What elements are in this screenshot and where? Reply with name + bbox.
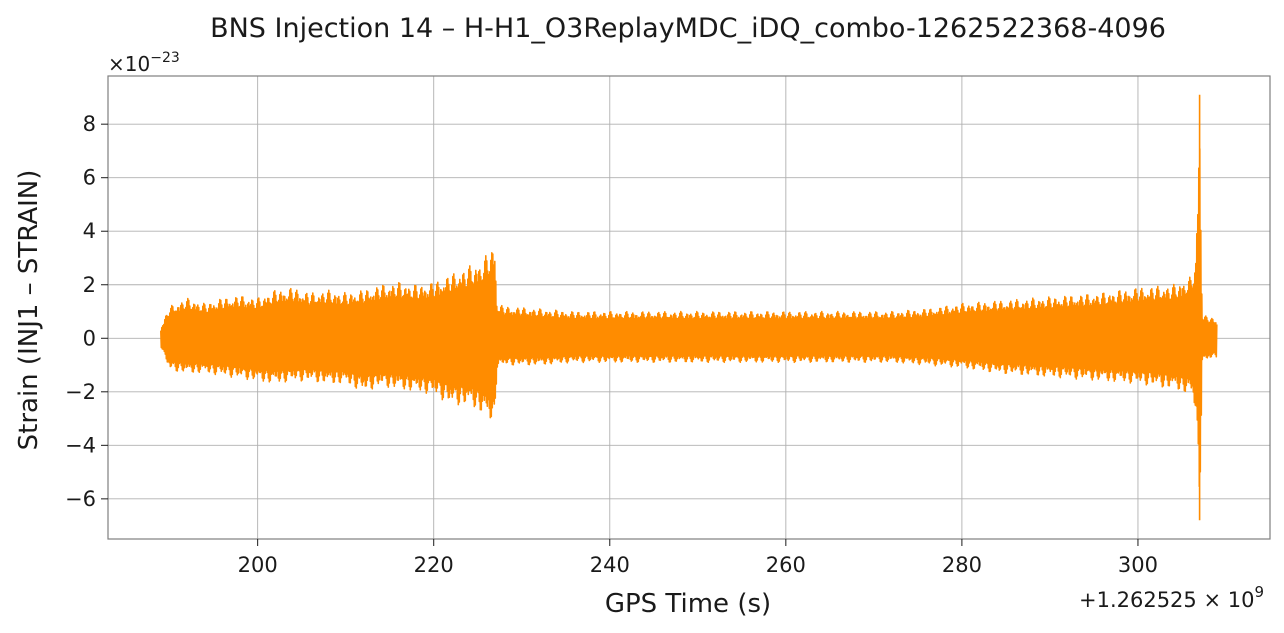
y-multiplier-base: ×10 [108, 52, 150, 76]
y-tick-label: −2 [65, 380, 96, 404]
chart-title: BNS Injection 14 – H-H1_O3ReplayMDC_iDQ_… [210, 13, 1166, 44]
series-layer [160, 94, 1218, 521]
x-tick-label: 280 [942, 553, 982, 577]
x-offset: +1.262525 × 109 [1079, 583, 1264, 612]
x-tick-label: 300 [1118, 553, 1158, 577]
y-tick-label: 4 [83, 219, 96, 243]
x-offset-exponent: 9 [1254, 583, 1264, 601]
plot-frame [107, 75, 1271, 540]
y-multiplier: ×10−23 [108, 50, 180, 76]
y-axis-ticks: −6 −4 −2 0 2 4 6 8 [65, 112, 108, 511]
y-tick-label: −4 [65, 433, 96, 457]
y-tick-label: 0 [83, 326, 96, 350]
x-tick-label: 240 [590, 553, 630, 577]
y-multiplier-exponent: −23 [150, 50, 180, 66]
y-axis-label: Strain (INJ1 – STRAIN) [14, 170, 44, 451]
y-tick-label: 6 [83, 166, 96, 190]
x-axis-ticks: 200 220 240 260 280 300 [238, 539, 1158, 577]
x-tick-label: 220 [414, 553, 454, 577]
x-axis-label: GPS Time (s) [605, 589, 771, 619]
y-tick-label: −6 [65, 487, 96, 511]
x-tick-label: 260 [766, 553, 806, 577]
y-tick-label: 8 [83, 112, 96, 136]
strain-series-line [160, 94, 1218, 521]
x-tick-label: 200 [238, 553, 278, 577]
y-tick-label: 2 [83, 273, 96, 297]
x-offset-base: +1.262525 × 10 [1079, 588, 1254, 612]
